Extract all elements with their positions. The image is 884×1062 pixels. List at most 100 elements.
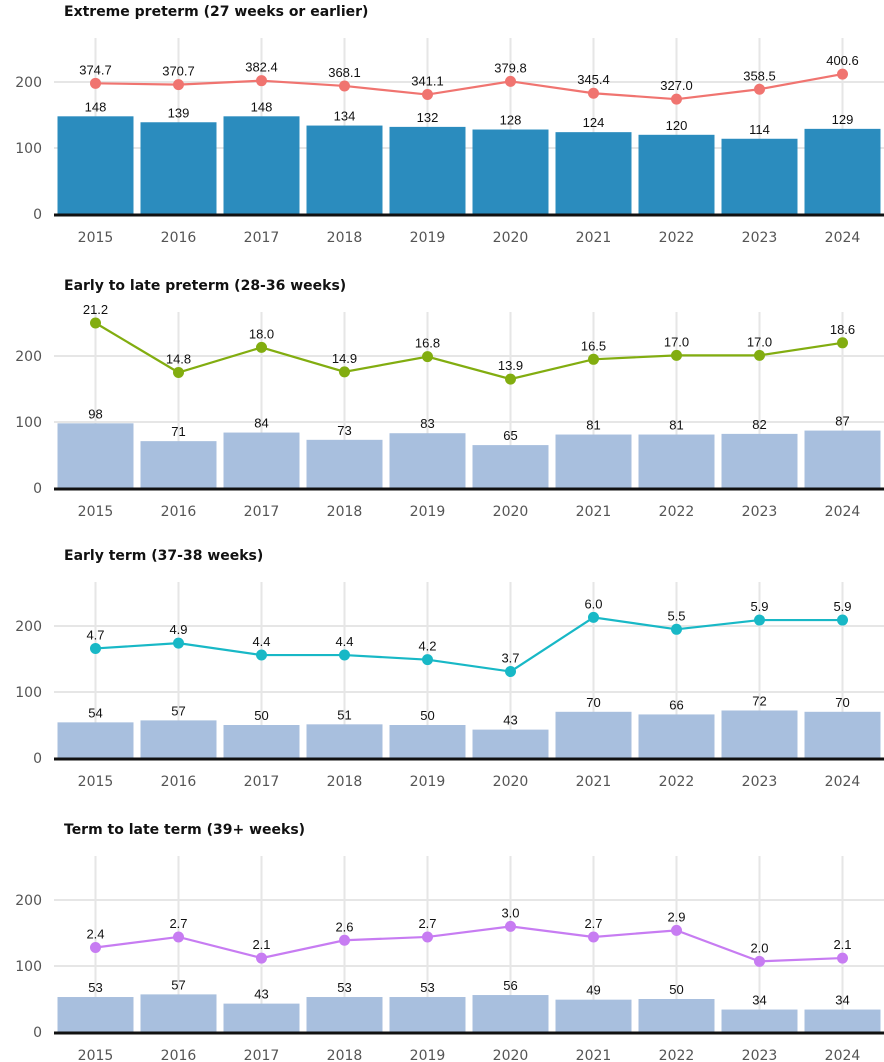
line-value-label: 4.2 [418,639,436,654]
bar [555,711,632,758]
line-value-label: 2.7 [584,916,602,931]
bar-value-label: 139 [168,105,190,120]
x-tick-label: 2023 [742,230,778,246]
bar [721,433,798,488]
x-tick-label: 2021 [576,504,612,520]
bar-value-label: 57 [171,703,185,718]
bar [223,725,300,758]
line-value-label: 358.5 [743,68,776,83]
line-point [173,637,184,649]
bar-value-label: 82 [752,417,766,432]
y-tick-label: 100 [15,685,42,701]
bar-value-label: 56 [503,978,517,993]
line-value-label: 6.0 [584,596,602,611]
bar [57,116,134,214]
bar-value-label: 65 [503,428,517,443]
line-point [256,649,267,661]
bar [140,122,217,214]
x-tick-label: 2021 [576,230,612,246]
bar-value-label: 49 [586,983,600,998]
x-tick-label: 2015 [78,504,114,520]
bar [555,999,632,1032]
x-tick-label: 2023 [742,774,778,790]
bar [804,1009,881,1032]
x-tick-label: 2018 [327,774,363,790]
line-point [754,955,765,967]
x-tick-label: 2023 [742,1048,778,1062]
bar [389,433,466,488]
line-point [754,349,765,361]
bar [223,432,300,488]
x-tick-label: 2024 [825,504,861,520]
bar-value-label: 34 [835,993,849,1008]
line-value-label: 345.4 [577,72,610,87]
line-point [339,934,350,946]
line-point [422,931,433,943]
x-tick-label: 2017 [244,230,280,246]
line-value-label: 5.9 [750,599,768,614]
trend-line [95,72,843,101]
chart-panel-early-to-late-preterm: Early to late preterm (28-36 weeks) 0 100… [0,278,884,528]
line-value-label: 2.6 [335,919,353,934]
line-value-label: 400.6 [826,53,859,68]
bar-value-label: 66 [669,697,683,712]
line-point [588,87,599,99]
line-value-label: 17.0 [664,334,689,349]
bar-value-label: 84 [254,416,268,431]
x-tick-label: 2021 [576,1048,612,1062]
x-tick-label: 2024 [825,1048,861,1062]
line-value-label: 2.9 [667,909,685,924]
line-value-label: 4.4 [252,634,270,649]
x-tick-label: 2015 [78,774,114,790]
line-point [671,93,682,105]
bar [57,997,134,1032]
line-point [588,353,599,365]
line-point [339,649,350,661]
line-point [90,642,101,654]
line-value-label: 382.4 [245,60,278,75]
bar-value-label: 87 [835,414,849,429]
bar-value-label: 98 [88,406,102,421]
chart-panel-early-term: Early term (37-38 weeks) 0 100 200 54 57 50 51… [0,548,884,798]
line-point [671,349,682,361]
bar [721,710,798,758]
line-value-label: 2.0 [750,940,768,955]
bar [638,134,715,214]
line-point [837,614,848,626]
x-tick-label: 2022 [659,230,695,246]
line-value-label: 4.4 [335,634,353,649]
bar-value-label: 71 [171,424,185,439]
panel-plot: 0 100 200 53 57 43 53 53 56 49 50 34 34 2015 2016 2017 2… [15,856,884,1062]
bar-value-label: 57 [171,977,185,992]
bar [804,128,881,214]
line-point [173,931,184,943]
x-tick-label: 2018 [327,1048,363,1062]
line-value-label: 379.8 [494,60,527,75]
y-tick-label: 200 [15,619,42,635]
bar-value-label: 83 [420,416,434,431]
bar-value-label: 132 [417,110,439,125]
line-point [588,931,599,943]
line-value-label: 370.7 [162,64,195,79]
bar-value-label: 50 [254,708,268,723]
line-value-label: 4.7 [86,627,104,642]
bar [223,1003,300,1032]
line-point [837,68,848,80]
y-tick-label: 200 [15,75,42,91]
y-tick-label: 200 [15,349,42,365]
bar-value-label: 43 [254,987,268,1002]
line-point [422,654,433,666]
bar [57,722,134,758]
y-tick-label: 0 [33,1025,42,1041]
y-tick-label: 0 [33,207,42,223]
bar [638,434,715,488]
line-value-label: 17.0 [747,334,772,349]
y-tick-label: 100 [15,141,42,157]
bar [638,714,715,758]
bar-value-label: 53 [337,980,351,995]
bar-value-label: 81 [669,418,683,433]
x-tick-label: 2022 [659,774,695,790]
bar [804,711,881,758]
bar-value-label: 120 [666,118,688,133]
